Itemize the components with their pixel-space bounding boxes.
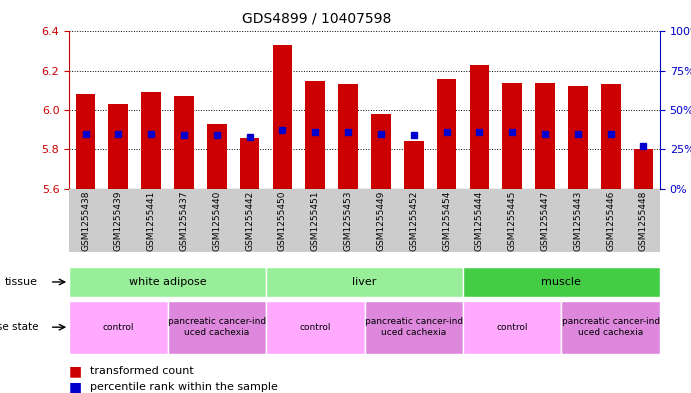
Text: GSM1255444: GSM1255444 xyxy=(475,191,484,251)
Text: liver: liver xyxy=(352,277,377,287)
Text: percentile rank within the sample: percentile rank within the sample xyxy=(90,382,278,392)
Bar xyxy=(305,81,325,189)
Bar xyxy=(437,79,456,189)
Bar xyxy=(76,94,95,189)
Text: GDS4899 / 10407598: GDS4899 / 10407598 xyxy=(242,12,391,26)
Bar xyxy=(502,83,522,189)
Text: GSM1255446: GSM1255446 xyxy=(606,191,615,251)
Bar xyxy=(404,141,424,189)
Text: disease state: disease state xyxy=(0,322,38,332)
Bar xyxy=(108,104,128,189)
Text: control: control xyxy=(102,323,134,332)
Text: control: control xyxy=(299,323,331,332)
Bar xyxy=(371,114,390,189)
Bar xyxy=(568,86,587,189)
Bar xyxy=(535,83,555,189)
Bar xyxy=(338,84,358,189)
Text: GSM1255451: GSM1255451 xyxy=(311,191,320,251)
Text: tissue: tissue xyxy=(5,277,38,287)
Text: pancreatic cancer-ind
uced cachexia: pancreatic cancer-ind uced cachexia xyxy=(562,318,660,337)
Text: GSM1255449: GSM1255449 xyxy=(377,191,386,251)
Text: white adipose: white adipose xyxy=(129,277,207,287)
Text: GSM1255442: GSM1255442 xyxy=(245,191,254,251)
Bar xyxy=(207,124,227,189)
Text: ■: ■ xyxy=(69,364,82,378)
Text: GSM1255439: GSM1255439 xyxy=(114,191,123,251)
Text: GSM1255440: GSM1255440 xyxy=(212,191,221,251)
Text: GSM1255438: GSM1255438 xyxy=(81,191,90,251)
Text: pancreatic cancer-ind
uced cachexia: pancreatic cancer-ind uced cachexia xyxy=(168,318,266,337)
Text: GSM1255452: GSM1255452 xyxy=(409,191,418,251)
Text: GSM1255443: GSM1255443 xyxy=(574,191,583,251)
Text: GSM1255441: GSM1255441 xyxy=(146,191,155,251)
Text: GSM1255447: GSM1255447 xyxy=(540,191,549,251)
Text: GSM1255450: GSM1255450 xyxy=(278,191,287,251)
Bar xyxy=(272,45,292,189)
Text: GSM1255453: GSM1255453 xyxy=(343,191,352,251)
Text: transformed count: transformed count xyxy=(90,366,193,376)
Bar xyxy=(141,92,161,189)
Bar xyxy=(600,84,621,189)
Text: control: control xyxy=(496,323,528,332)
Text: GSM1255445: GSM1255445 xyxy=(508,191,517,251)
Text: GSM1255454: GSM1255454 xyxy=(442,191,451,251)
Text: muscle: muscle xyxy=(542,277,581,287)
Text: GSM1255448: GSM1255448 xyxy=(639,191,648,251)
Bar xyxy=(240,138,259,189)
Bar xyxy=(634,149,653,189)
Text: pancreatic cancer-ind
uced cachexia: pancreatic cancer-ind uced cachexia xyxy=(365,318,463,337)
Text: ■: ■ xyxy=(69,380,82,393)
Bar xyxy=(469,65,489,189)
Text: GSM1255437: GSM1255437 xyxy=(180,191,189,251)
Bar xyxy=(174,96,193,189)
